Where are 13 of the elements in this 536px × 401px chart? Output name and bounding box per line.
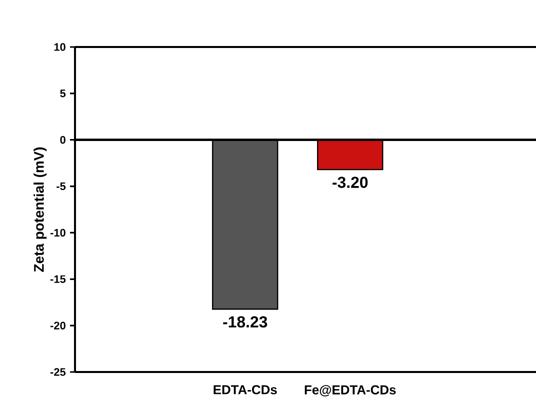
y-tick-label: 5 — [60, 90, 66, 98]
data-label: -3.20 — [332, 176, 368, 188]
y-tick-label: -20 — [50, 322, 66, 330]
y-axis-title: Zeta potential (mV) — [34, 147, 47, 272]
y-tick-label: -15 — [50, 275, 66, 283]
y-tick-label: 10 — [54, 43, 66, 51]
y-tick-label: -25 — [50, 368, 66, 376]
y-tick-label: -10 — [50, 228, 66, 237]
x-tick-label: EDTA-CDs — [214, 385, 277, 394]
y-tick-label: -5 — [56, 182, 66, 190]
x-tick-label: Fe@EDTA-CDs — [304, 385, 396, 396]
data-label: -18.23 — [223, 316, 268, 328]
y-tick-label: 0 — [60, 136, 66, 144]
